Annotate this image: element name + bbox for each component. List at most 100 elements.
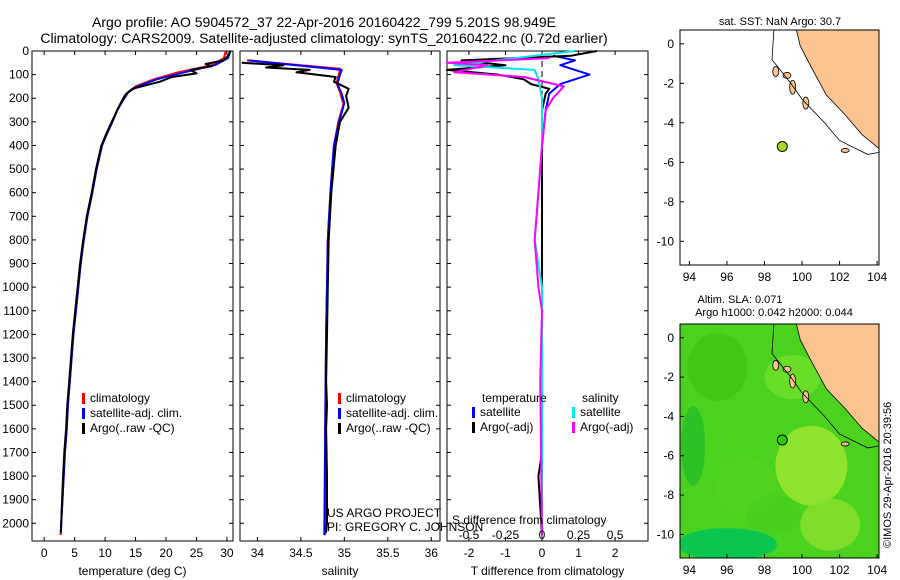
depth-tick-label: 2000 xyxy=(2,516,29,530)
sla_map-xtick-label: 102 xyxy=(830,563,850,577)
sst_map-ytick-label: -6 xyxy=(663,155,674,169)
sla_map-xtick-label: 100 xyxy=(792,563,812,577)
depth-tick-label: 500 xyxy=(9,162,29,176)
depth-tick-label: 1100 xyxy=(3,304,29,318)
sst_map-ytick-label: -8 xyxy=(663,195,674,209)
island xyxy=(840,441,850,447)
difference-xtick-label: -2 xyxy=(464,546,475,560)
island xyxy=(772,66,780,77)
diff-legend-label: satellite xyxy=(480,405,521,419)
sla_map-group xyxy=(679,323,880,559)
pi-label: PI: GREGORY C. JOHNSON xyxy=(327,520,483,534)
diff-legend-marker xyxy=(572,407,575,418)
temperature-xtick-label: 25 xyxy=(190,546,204,560)
diff-sal-tick-label: -0.5 xyxy=(459,528,480,542)
diff-sal-tick-label: 0.5 xyxy=(607,528,624,542)
sst_map-xtick-label: 94 xyxy=(683,270,697,284)
difference-xtick-label: 1 xyxy=(575,546,582,560)
difference-series-s-argo-adj xyxy=(446,57,565,536)
temperature-xtick-label: 30 xyxy=(220,546,234,560)
sst_map-group xyxy=(679,29,880,266)
sla_map-ytick-label: -4 xyxy=(663,409,674,423)
depth-tick-label: 1500 xyxy=(2,398,29,412)
diff-legend-marker xyxy=(572,422,575,433)
temperature-xtick-label: 5 xyxy=(71,546,78,560)
depth-tick-label: 1700 xyxy=(2,445,29,459)
island xyxy=(772,359,780,371)
sla_map-ytick-label: -6 xyxy=(663,449,674,463)
depth-tick-label: 600 xyxy=(9,186,29,200)
diff-legend-label: Argo(-adj) xyxy=(580,420,633,434)
salinity-xlabel: salinity xyxy=(322,564,359,578)
temperature-legend-marker xyxy=(82,423,85,434)
depth-tick-label: 0 xyxy=(22,44,29,58)
sst_map-plot-area xyxy=(680,30,879,265)
temperature-frame xyxy=(31,50,234,542)
sumatra-land xyxy=(795,30,879,150)
sst_map-xtick-label: 96 xyxy=(720,270,734,284)
sst_map-ytick-label: -2 xyxy=(663,76,674,90)
sla-map-title-line2: Argo h1000: 0.042 h2000: 0.044 xyxy=(695,307,853,319)
difference-xlabel: T difference from climatology xyxy=(471,564,625,578)
temperature-xlabel: temperature (deg C) xyxy=(78,564,186,578)
sla-anomaly-patch xyxy=(745,494,802,535)
depth-tick-label: 300 xyxy=(9,115,29,129)
sst_map-ytick-label: 0 xyxy=(667,37,674,51)
sla_map-ytick-label: -2 xyxy=(663,370,674,384)
salinity-frame xyxy=(239,50,441,542)
salinity-xtick-label: 35.5 xyxy=(376,546,400,560)
sst_map-xtick-label: 104 xyxy=(867,270,887,284)
sst_map-frame xyxy=(679,29,880,266)
plot-title-line2: Climatology: CARS2009. Satellite-adjuste… xyxy=(40,30,608,46)
bathymetry-contour xyxy=(771,324,879,449)
depth-tick-label: 1000 xyxy=(2,280,29,294)
salinity-legend-marker xyxy=(338,423,341,434)
sla_map-ytick-label: 0 xyxy=(667,331,674,345)
sla-anomaly-patch xyxy=(775,425,848,506)
depth-tick-label: 1900 xyxy=(2,493,29,507)
depth-tick-label: 400 xyxy=(9,138,29,152)
imos-timestamp: ©IMOS 29-Apr-2016 20:39:56 xyxy=(882,401,894,548)
sla_map-xtick-label: 98 xyxy=(758,563,772,577)
sla_map-xtick-label: 96 xyxy=(720,563,734,577)
diff-legend-title-salinity: salinity xyxy=(582,391,619,405)
depth-tick-label: 1200 xyxy=(2,327,29,341)
sla_map-frame xyxy=(679,323,880,559)
difference-xtick-label: 0 xyxy=(539,546,546,560)
depth-tick-label: 200 xyxy=(9,91,29,105)
sst_map-argo-float-marker xyxy=(776,141,788,153)
depth-tick-label: 700 xyxy=(9,209,29,223)
depth-tick-label: 1800 xyxy=(2,469,29,483)
depth-tick-label: 1400 xyxy=(2,375,29,389)
depth-tick-label: 900 xyxy=(9,257,29,271)
sst-map-title: sat. SST: NaN Argo: 30.7 xyxy=(719,16,841,28)
salinity-legend-label: climatology xyxy=(346,391,406,405)
salinity-xtick-label: 35 xyxy=(338,546,352,560)
sst_map-xtick-label: 98 xyxy=(758,270,772,284)
depth-tick-label: 100 xyxy=(9,68,29,82)
salinity-legend-marker xyxy=(338,408,341,419)
depth-tick-label: 1600 xyxy=(2,422,29,436)
salinity-xtick-label: 34.5 xyxy=(289,546,313,560)
sla_map-ytick-label: -8 xyxy=(663,488,674,502)
diff-xlabel-top: S difference from climatology xyxy=(452,513,607,527)
diff-sal-tick-label: 0.25 xyxy=(567,528,591,542)
bathymetry-contour xyxy=(771,30,879,155)
plot-title-line1: Argo profile: AO 5904572_37 22-Apr-2016 … xyxy=(92,14,556,30)
salinity-xtick-label: 34 xyxy=(251,546,265,560)
temperature-xtick-label: 20 xyxy=(159,546,173,560)
diff-legend-label: satellite xyxy=(580,405,621,419)
sla-anomaly-patch xyxy=(800,498,861,551)
project-label: US ARGO PROJECT xyxy=(327,506,442,520)
sla_map-argo-float-marker xyxy=(776,434,788,446)
temperature-legend-marker xyxy=(82,393,85,404)
diff-legend-label: Argo(-adj) xyxy=(480,420,533,434)
sla-anomaly-patch xyxy=(681,405,706,486)
temperature-legend-label: satellite-adj. clim. xyxy=(90,406,182,420)
sla-map-title-line1: Altim. SLA: 0.071 xyxy=(698,294,783,306)
sst_map-ytick-label: -4 xyxy=(663,116,674,130)
salinity-legend-marker xyxy=(338,393,341,404)
sla-anomaly-patch xyxy=(687,333,748,402)
salinity-legend-label: Argo(..raw -QC) xyxy=(346,421,431,435)
